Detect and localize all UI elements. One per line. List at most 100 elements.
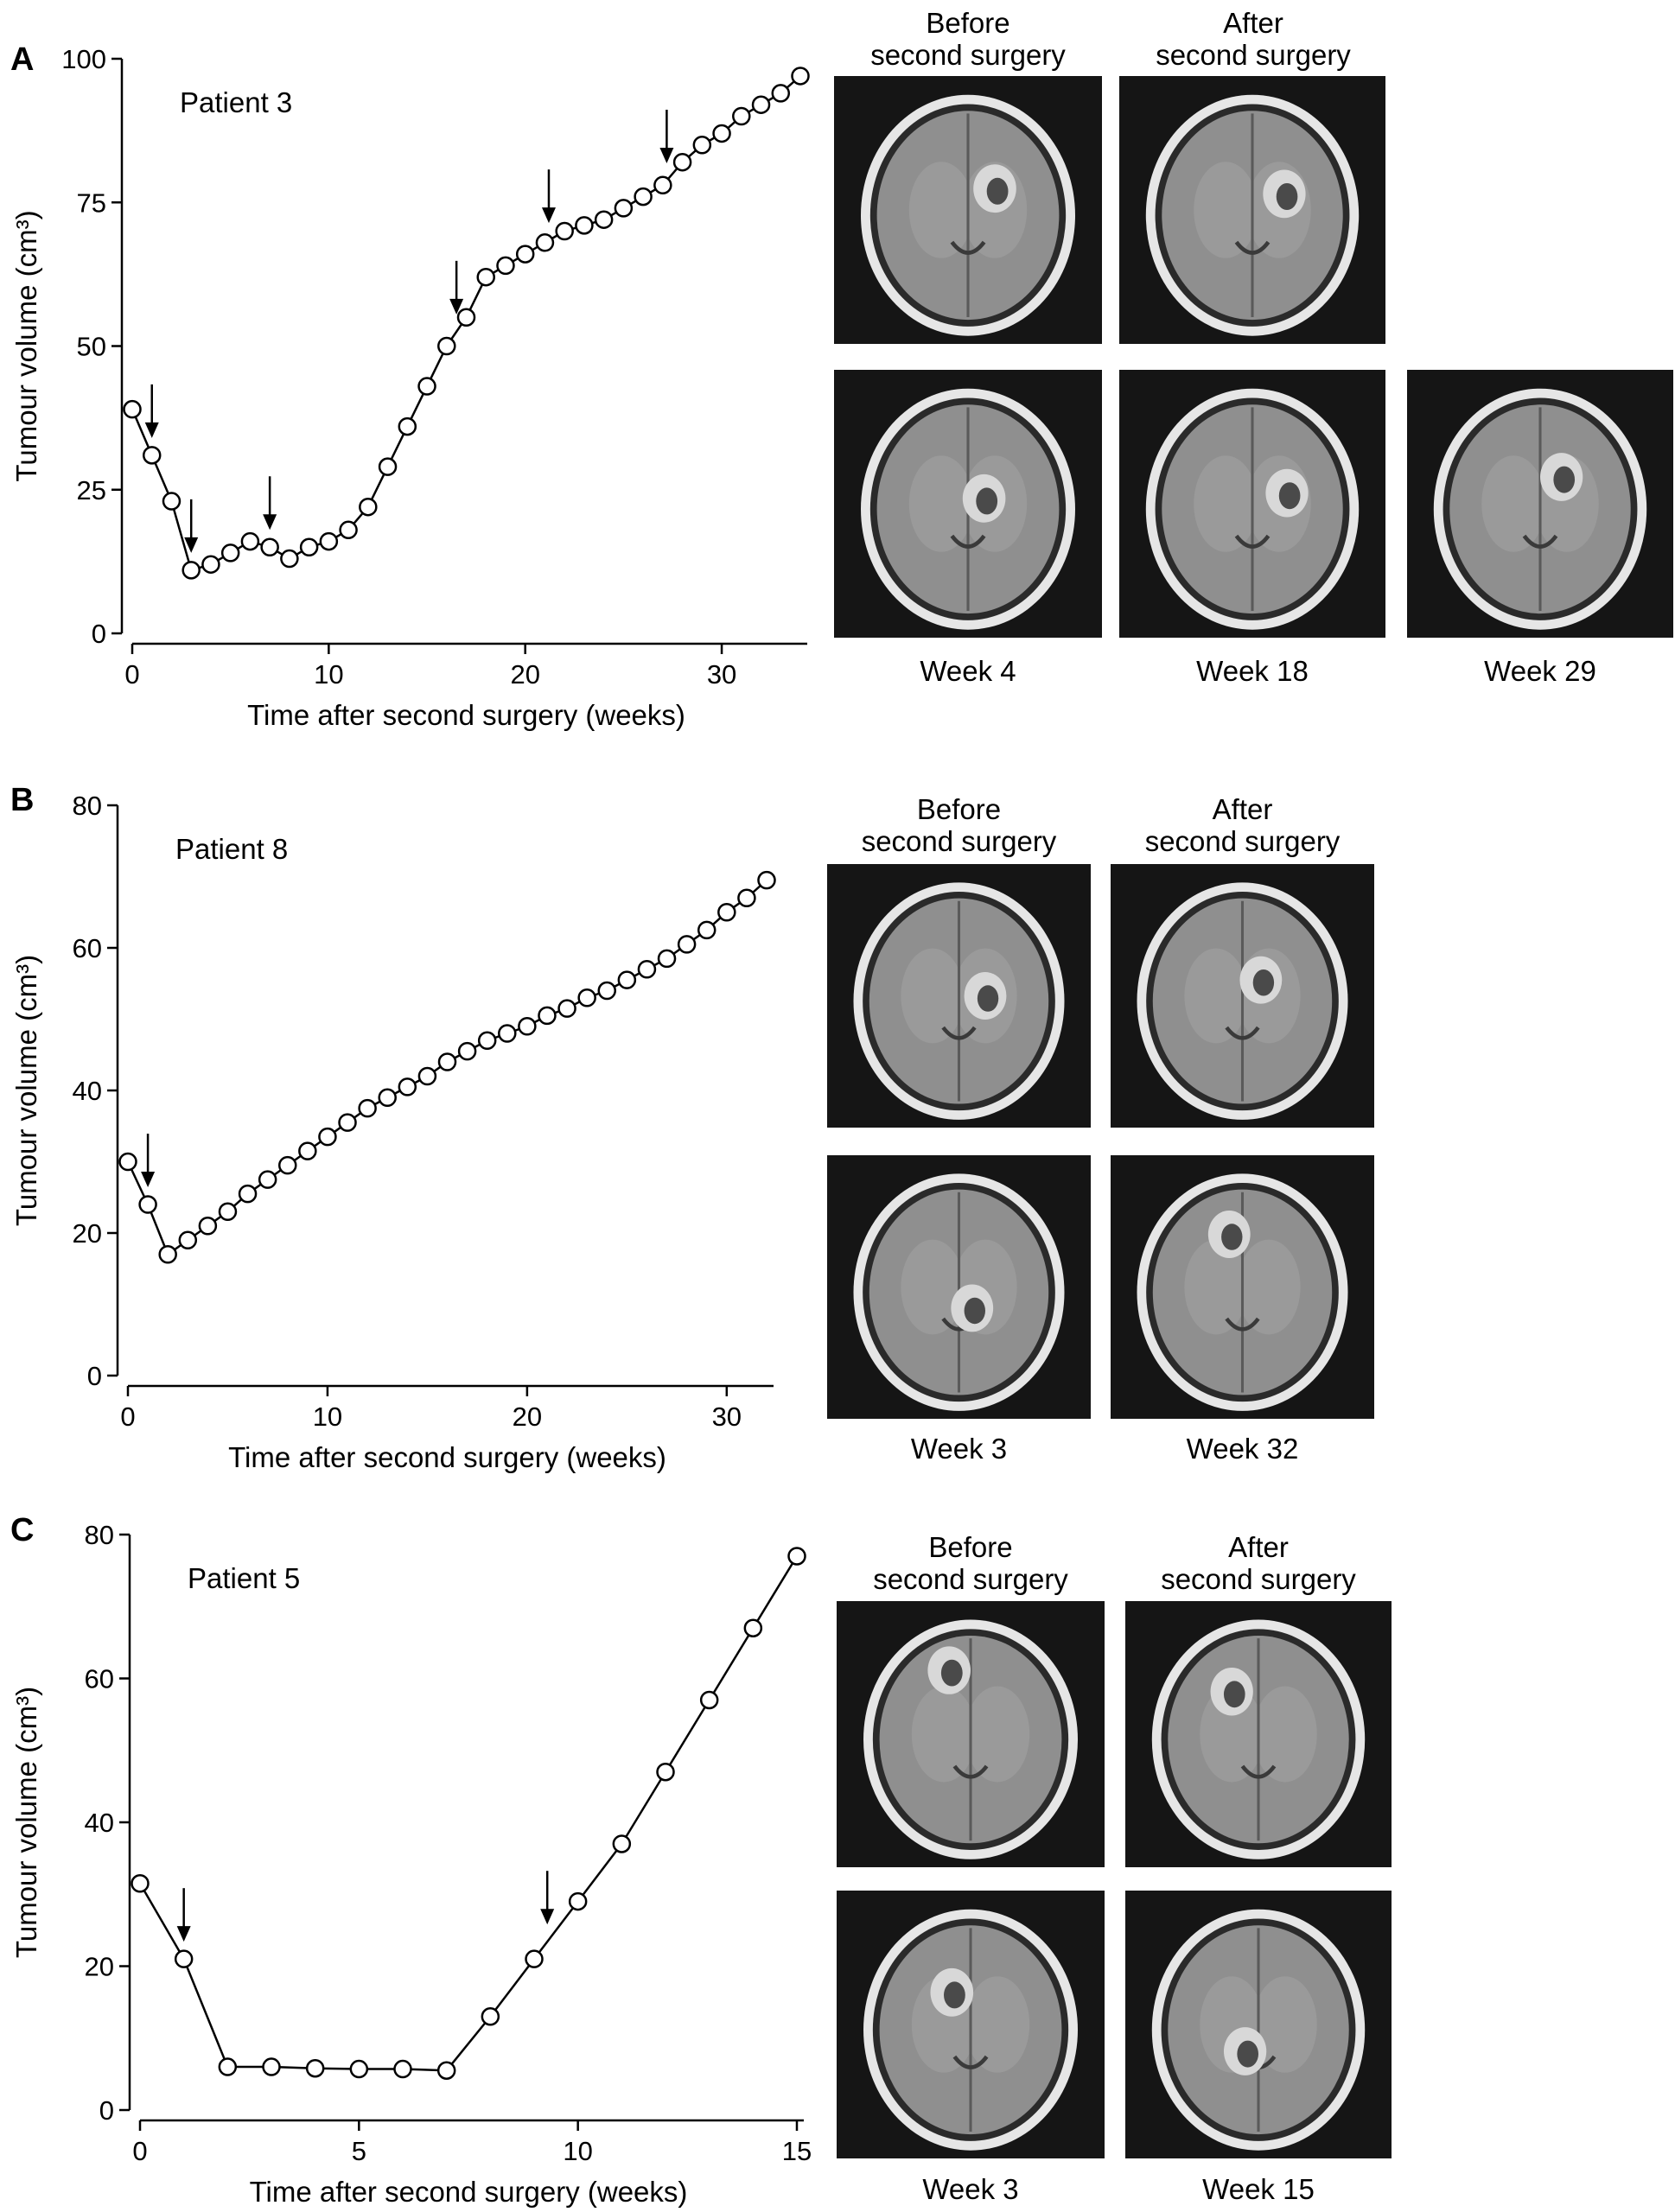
panel-b-before-heading: Before second surgery	[827, 793, 1091, 857]
heading-line: Before	[916, 793, 1002, 825]
data-point	[518, 1017, 537, 1036]
data-point	[162, 492, 182, 511]
caption-week-3: Week 3	[910, 1433, 1008, 1465]
brain-scan-shape	[1252, 969, 1275, 996]
x-tick-label: 20	[510, 659, 539, 690]
heading-line: After	[1228, 1531, 1289, 1563]
data-point	[123, 399, 142, 419]
brain-scan-image	[861, 94, 1075, 336]
brain-scan-shape	[976, 487, 998, 515]
brain-scan-shape	[1234, 240, 1271, 255]
caption-week-29: Week 29	[1484, 655, 1596, 687]
data-point	[656, 1762, 675, 1782]
data-point	[258, 1170, 277, 1189]
data-point	[456, 308, 476, 327]
brain-scan-shape	[950, 534, 986, 549]
brain-scan-shape	[908, 162, 974, 258]
data-point	[319, 531, 339, 551]
brain-scan-shape	[1221, 1224, 1243, 1250]
brain-scan-image	[1145, 94, 1360, 336]
data-point	[498, 1024, 517, 1043]
data-point	[262, 2057, 281, 2076]
brain-scan-shape	[940, 1659, 963, 1687]
mri-scan-week-15	[1125, 1891, 1392, 2158]
data-point	[555, 221, 574, 241]
y-tick-label: 60	[85, 1664, 114, 1694]
chart-title: Patient 8	[175, 833, 288, 865]
data-point	[218, 2057, 238, 2076]
data-point	[612, 1834, 632, 1853]
brain-scan-shape	[901, 1239, 965, 1335]
brain-scan-shape	[1184, 948, 1248, 1044]
x-tick-label: 10	[313, 1402, 342, 1432]
data-point	[712, 124, 731, 143]
data-point	[198, 1217, 218, 1236]
y-tick-label: 0	[92, 619, 106, 649]
data-point	[339, 520, 358, 540]
y-tick-label: 20	[85, 1952, 114, 1982]
brain-scan-shape	[1240, 1764, 1277, 1779]
brain-scan-shape	[901, 948, 965, 1044]
panel-c-before-heading: Before second surgery	[837, 1531, 1105, 1595]
mri-scan-before	[834, 76, 1102, 344]
y-axis-label: Tumour volume (cm³)	[10, 1687, 42, 1958]
y-tick-label: 25	[77, 475, 106, 505]
chart-panel-c: 0 20 40 60 80 0 5 10 15 Time after second surgery…	[10, 1520, 812, 2208]
brain-scan-image	[863, 1909, 1078, 2151]
brain-scan-shape	[941, 1026, 977, 1040]
data-point	[568, 1891, 588, 1911]
x-tick-label: 15	[782, 2136, 812, 2166]
brain-scan-shape	[1234, 534, 1271, 549]
data-point	[787, 1547, 806, 1566]
brain-scan-image	[1151, 1619, 1366, 1859]
data-point	[280, 549, 299, 569]
data-point	[338, 1113, 357, 1132]
heading-line: Before	[926, 7, 1010, 39]
caption-week-32: Week 32	[1186, 1433, 1299, 1465]
brain-scan-shape	[908, 455, 974, 552]
chart-title: Patient 3	[180, 86, 292, 118]
y-tick-label: 60	[73, 933, 102, 963]
y-tick-label: 75	[77, 188, 106, 218]
chart-panel-b: 0 20 40 60 80 0 10 20 30 Time after second surger…	[10, 791, 776, 1473]
data-point	[538, 1006, 557, 1026]
data-point	[298, 1141, 317, 1160]
panel-c-letter: C	[10, 1512, 35, 1548]
x-axis-label: Time after second surgery (weeks)	[228, 1441, 666, 1473]
y-tick-label: 40	[85, 1808, 114, 1838]
y-tick-label: 40	[73, 1076, 102, 1106]
data-point	[142, 446, 162, 465]
data-point	[318, 1127, 337, 1147]
data-point	[299, 537, 319, 556]
data-point	[743, 1618, 763, 1637]
data-point	[515, 245, 535, 264]
panel-a-before-heading: Before second surgery	[834, 7, 1102, 71]
data-point	[771, 84, 791, 103]
brain-scan-shape	[1278, 482, 1301, 510]
x-tick-label: 30	[707, 659, 736, 690]
brain-scan-shape	[1252, 1686, 1317, 1783]
y-tick-label: 100	[61, 44, 106, 74]
data-point	[182, 561, 201, 580]
x-axis-label: Time after second surgery (weeks)	[250, 2176, 688, 2208]
data-point	[201, 555, 220, 574]
brain-scan-image	[1145, 388, 1360, 630]
mri-scan-after	[1119, 76, 1385, 344]
data-point	[657, 949, 677, 969]
y-tick-label: 80	[85, 1520, 114, 1550]
caption-week-4: Week 4	[920, 655, 1016, 687]
data-point	[791, 67, 810, 86]
heading-line: second surgery	[861, 825, 1057, 857]
brain-scan-image	[863, 1619, 1078, 1859]
data-point	[240, 531, 260, 551]
data-point	[118, 1152, 137, 1172]
heading-line: Before	[928, 1531, 1013, 1563]
y-axis-label: Tumour volume (cm³)	[10, 210, 42, 481]
y-tick-label: 80	[73, 791, 102, 821]
brain-scan-image	[853, 1173, 1065, 1411]
brain-scan-image	[1151, 1909, 1366, 2151]
brain-scan-shape	[1481, 455, 1546, 552]
data-point	[535, 233, 555, 252]
data-point	[717, 903, 736, 922]
brain-scan-shape	[1237, 2040, 1258, 2068]
